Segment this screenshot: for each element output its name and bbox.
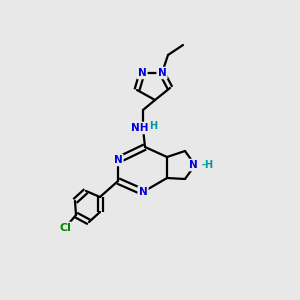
Text: -H: -H [202,160,214,170]
Text: Cl: Cl [59,223,71,233]
Text: NH: NH [131,123,149,133]
Text: H: H [149,121,157,131]
Text: N: N [158,68,166,78]
Text: N: N [138,68,146,78]
Text: N: N [114,155,122,165]
Text: N: N [139,187,147,197]
Text: N: N [189,160,197,170]
